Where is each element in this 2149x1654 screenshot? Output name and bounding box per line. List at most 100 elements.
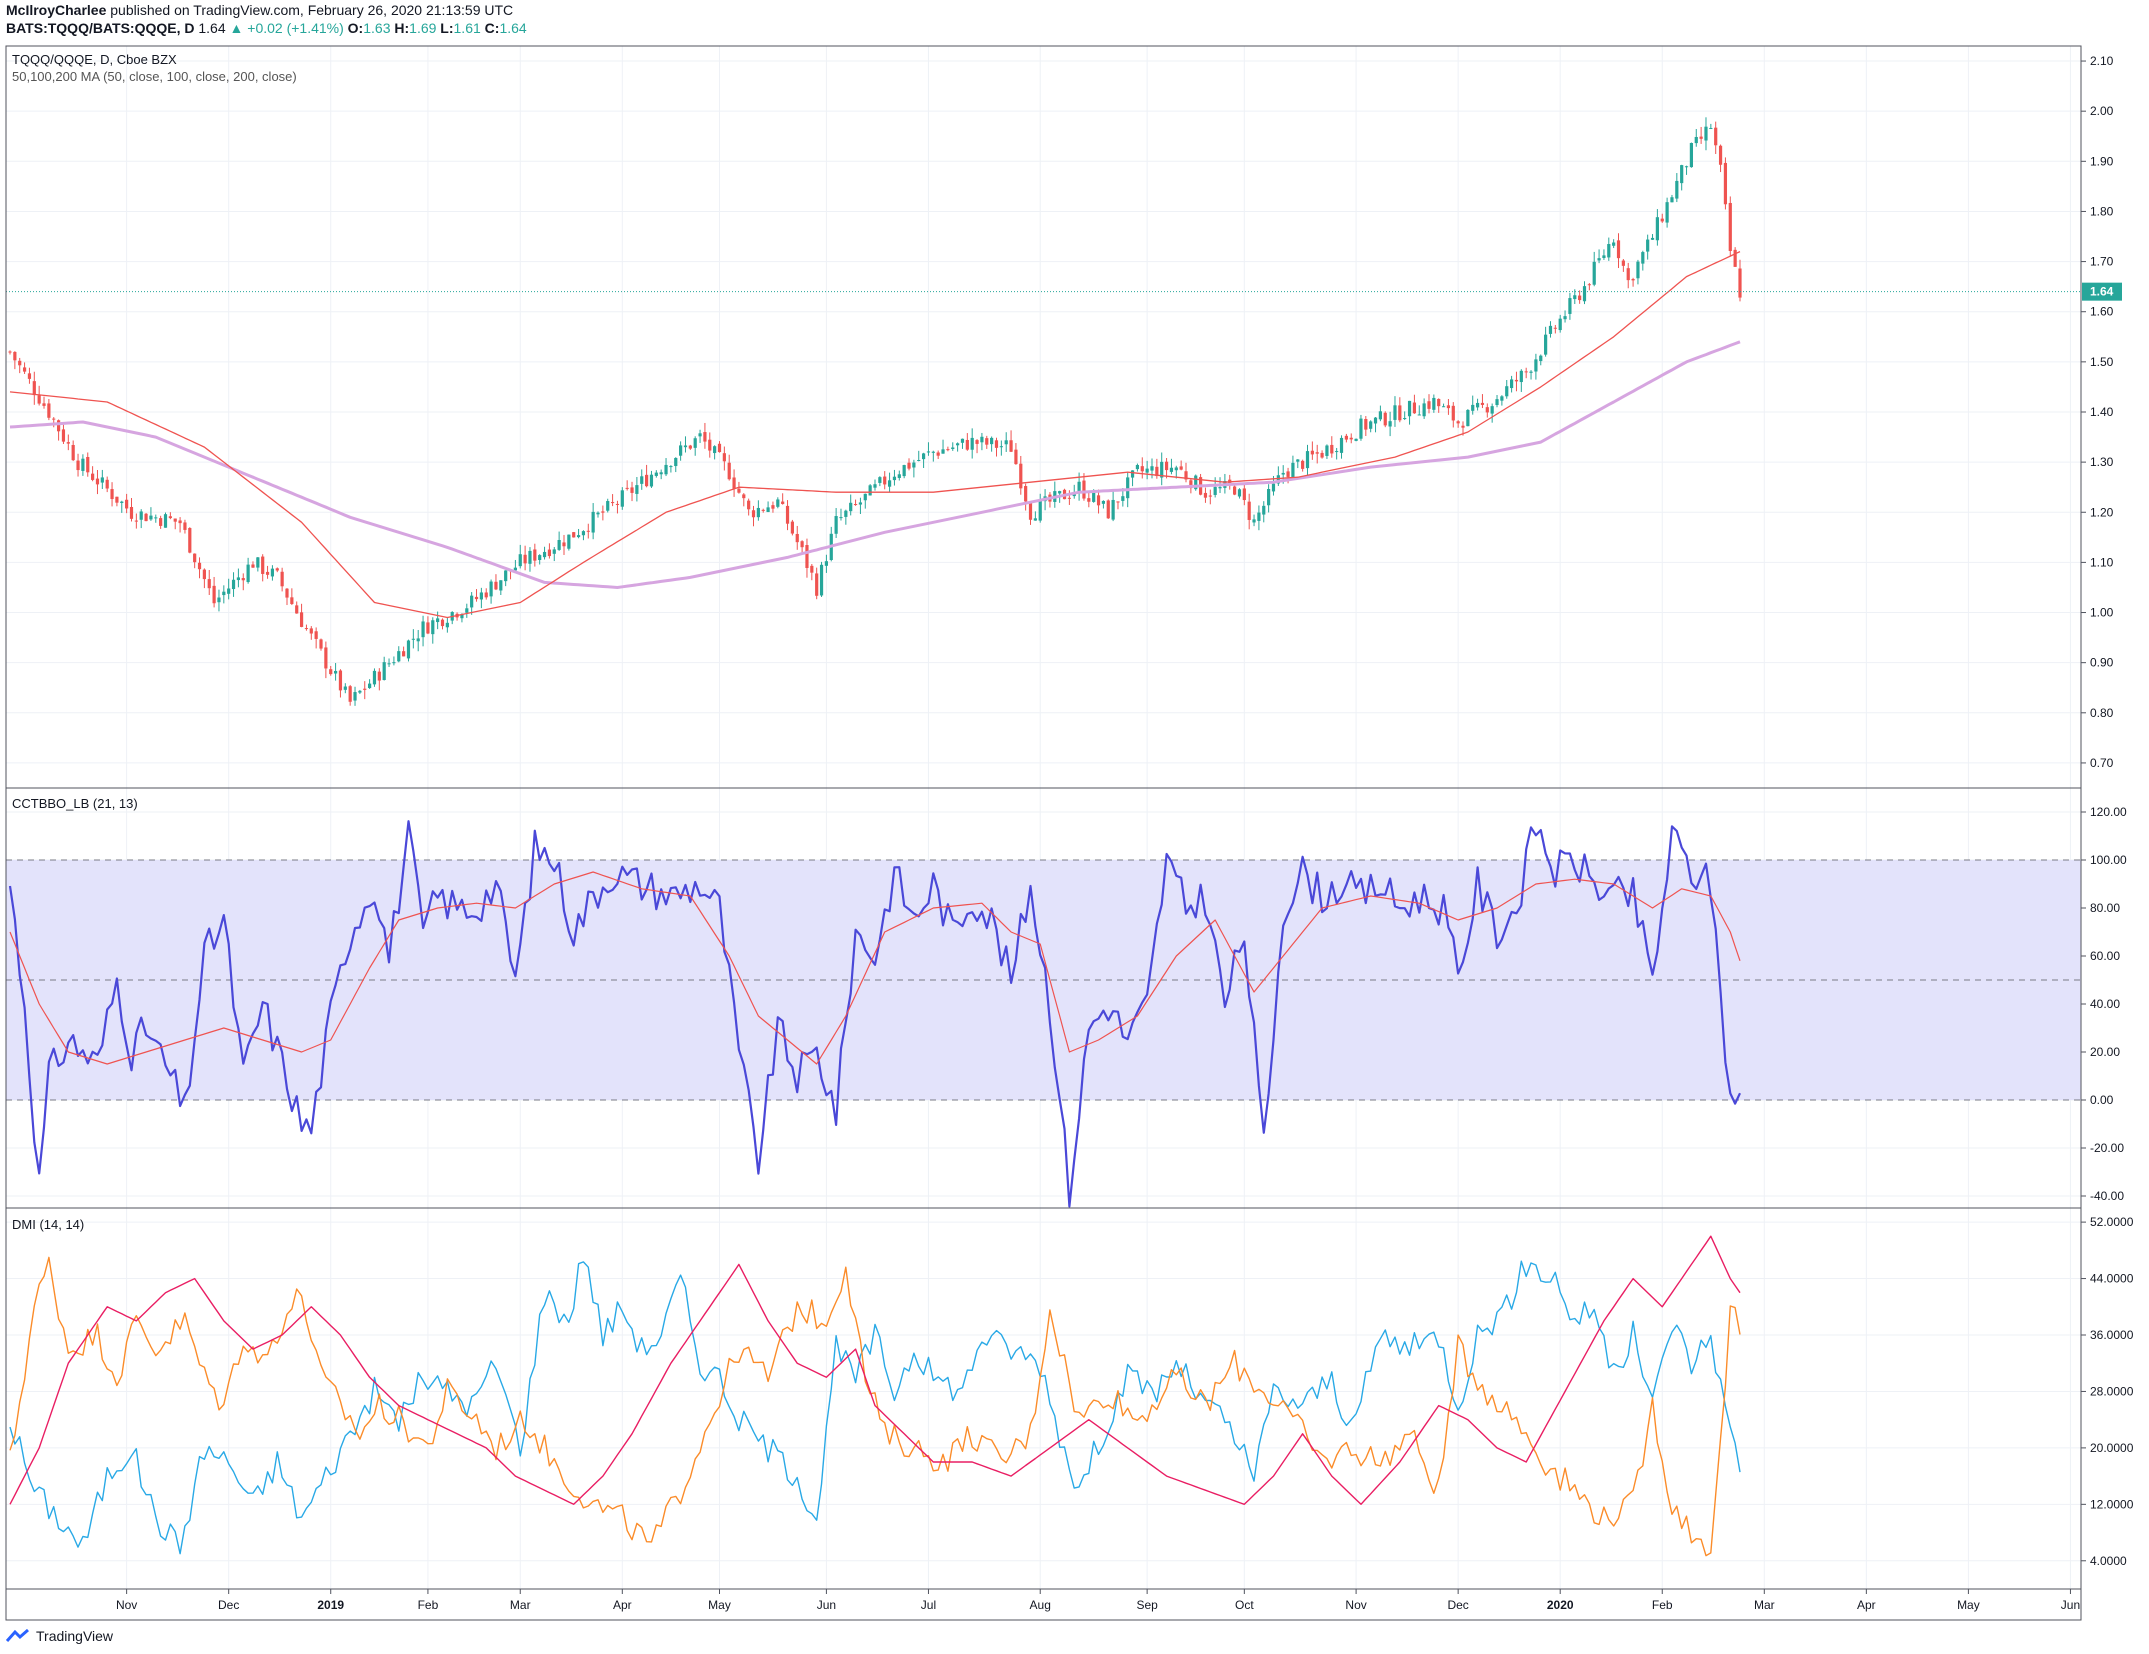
candle-body	[144, 513, 148, 522]
candle-body	[528, 550, 532, 564]
y-tick-label: 2.00	[2090, 104, 2114, 118]
candle-body	[674, 457, 678, 467]
candle-body	[727, 462, 731, 480]
candle-body	[683, 445, 688, 448]
candle-body	[1028, 502, 1033, 520]
candle-body	[1369, 421, 1373, 429]
candle-body	[1194, 475, 1198, 490]
candle-body	[1349, 437, 1353, 440]
candle-body	[479, 592, 483, 600]
candle-body	[547, 549, 552, 557]
candle-body	[256, 557, 260, 568]
candle-body	[1335, 451, 1339, 453]
candle-body	[265, 571, 270, 575]
candle-body	[1485, 407, 1489, 413]
candle-body	[1058, 491, 1062, 494]
oscillator-line	[8, 820, 1741, 1208]
x-tick-label: Jul	[921, 1598, 936, 1612]
candle-body	[299, 612, 304, 627]
candle-body	[193, 553, 197, 563]
candle-body	[1616, 240, 1621, 259]
footer-brand: TradingView	[6, 1628, 113, 1644]
candle-body	[183, 522, 187, 530]
candle-body	[1320, 452, 1324, 458]
y-tick-label: 1.40	[2090, 405, 2114, 419]
candle-body	[756, 507, 760, 518]
candle-body	[1592, 261, 1596, 285]
candle-body	[387, 663, 391, 665]
oscillator-title: CCTBBO_LB (21, 13)	[12, 796, 138, 811]
y-tick-label: 0.90	[2090, 656, 2114, 670]
oscillator-signal-line	[9, 871, 1741, 1065]
candle-body	[261, 556, 265, 574]
candle-body	[329, 669, 333, 675]
candle-body	[1689, 142, 1694, 168]
candle-body	[217, 597, 221, 603]
candle-body	[368, 683, 372, 689]
candle-body	[659, 472, 663, 475]
candle-body	[912, 462, 916, 468]
candle-body	[1723, 162, 1728, 205]
candle-body	[22, 367, 27, 372]
candle-body	[1475, 402, 1480, 408]
candle-body	[1524, 371, 1528, 373]
candle-body	[1670, 197, 1674, 203]
candle-body	[1359, 418, 1363, 439]
candle-body	[1646, 239, 1650, 252]
candle-body	[338, 670, 343, 691]
candle-body	[538, 555, 542, 561]
candle-body	[163, 514, 168, 528]
candle-body	[640, 476, 644, 484]
candle-body	[907, 462, 911, 469]
candle-body	[533, 549, 537, 561]
candle-body	[523, 554, 527, 564]
candle-body	[1388, 421, 1392, 427]
candle-body	[956, 443, 960, 446]
candle-body	[1315, 452, 1319, 454]
x-tick-label: Mar	[510, 1598, 531, 1612]
candle-body	[1373, 417, 1378, 424]
candle-body	[999, 446, 1003, 448]
candle-body	[732, 477, 736, 489]
candle-body	[1233, 486, 1237, 495]
candle-body	[411, 638, 415, 640]
candle-body	[883, 476, 887, 485]
x-tick-label: May	[708, 1598, 731, 1612]
candle-body	[377, 671, 381, 681]
candle-body	[1694, 136, 1698, 144]
candle-body	[295, 605, 299, 614]
y-tick-label: 80.00	[2090, 901, 2120, 915]
candle-body	[1160, 461, 1164, 478]
candle-body	[873, 484, 877, 488]
candle-body	[936, 452, 940, 456]
candle-body	[27, 373, 32, 379]
candle-body	[61, 429, 66, 442]
candle-body	[1563, 316, 1567, 320]
x-tick-label: Nov	[1345, 1598, 1366, 1612]
chart-frame	[5, 45, 2082, 1621]
candle-body	[1500, 396, 1504, 401]
candle-body	[489, 581, 493, 597]
candle-body	[178, 520, 182, 524]
candle-body	[776, 499, 780, 507]
y-tick-label: -20.00	[2090, 1141, 2124, 1155]
candle-body	[421, 621, 425, 638]
candle-body	[951, 447, 955, 450]
y-tick-label: 28.0000	[2090, 1384, 2134, 1398]
adx-line	[9, 1235, 1741, 1506]
candle-body	[110, 489, 114, 500]
candle-body	[426, 622, 430, 634]
candle-body	[887, 480, 892, 487]
candle-body	[1417, 414, 1421, 416]
open-value: 1.63	[363, 20, 391, 36]
candle-body	[790, 521, 794, 534]
candle-body	[1714, 127, 1718, 146]
candle-body	[1281, 472, 1285, 475]
x-tick-label: 2019	[317, 1598, 344, 1612]
candle-body	[810, 565, 814, 573]
candle-body	[1529, 371, 1533, 373]
candle-body	[1466, 409, 1470, 427]
candle-body	[358, 690, 362, 693]
candle-body	[436, 618, 440, 623]
